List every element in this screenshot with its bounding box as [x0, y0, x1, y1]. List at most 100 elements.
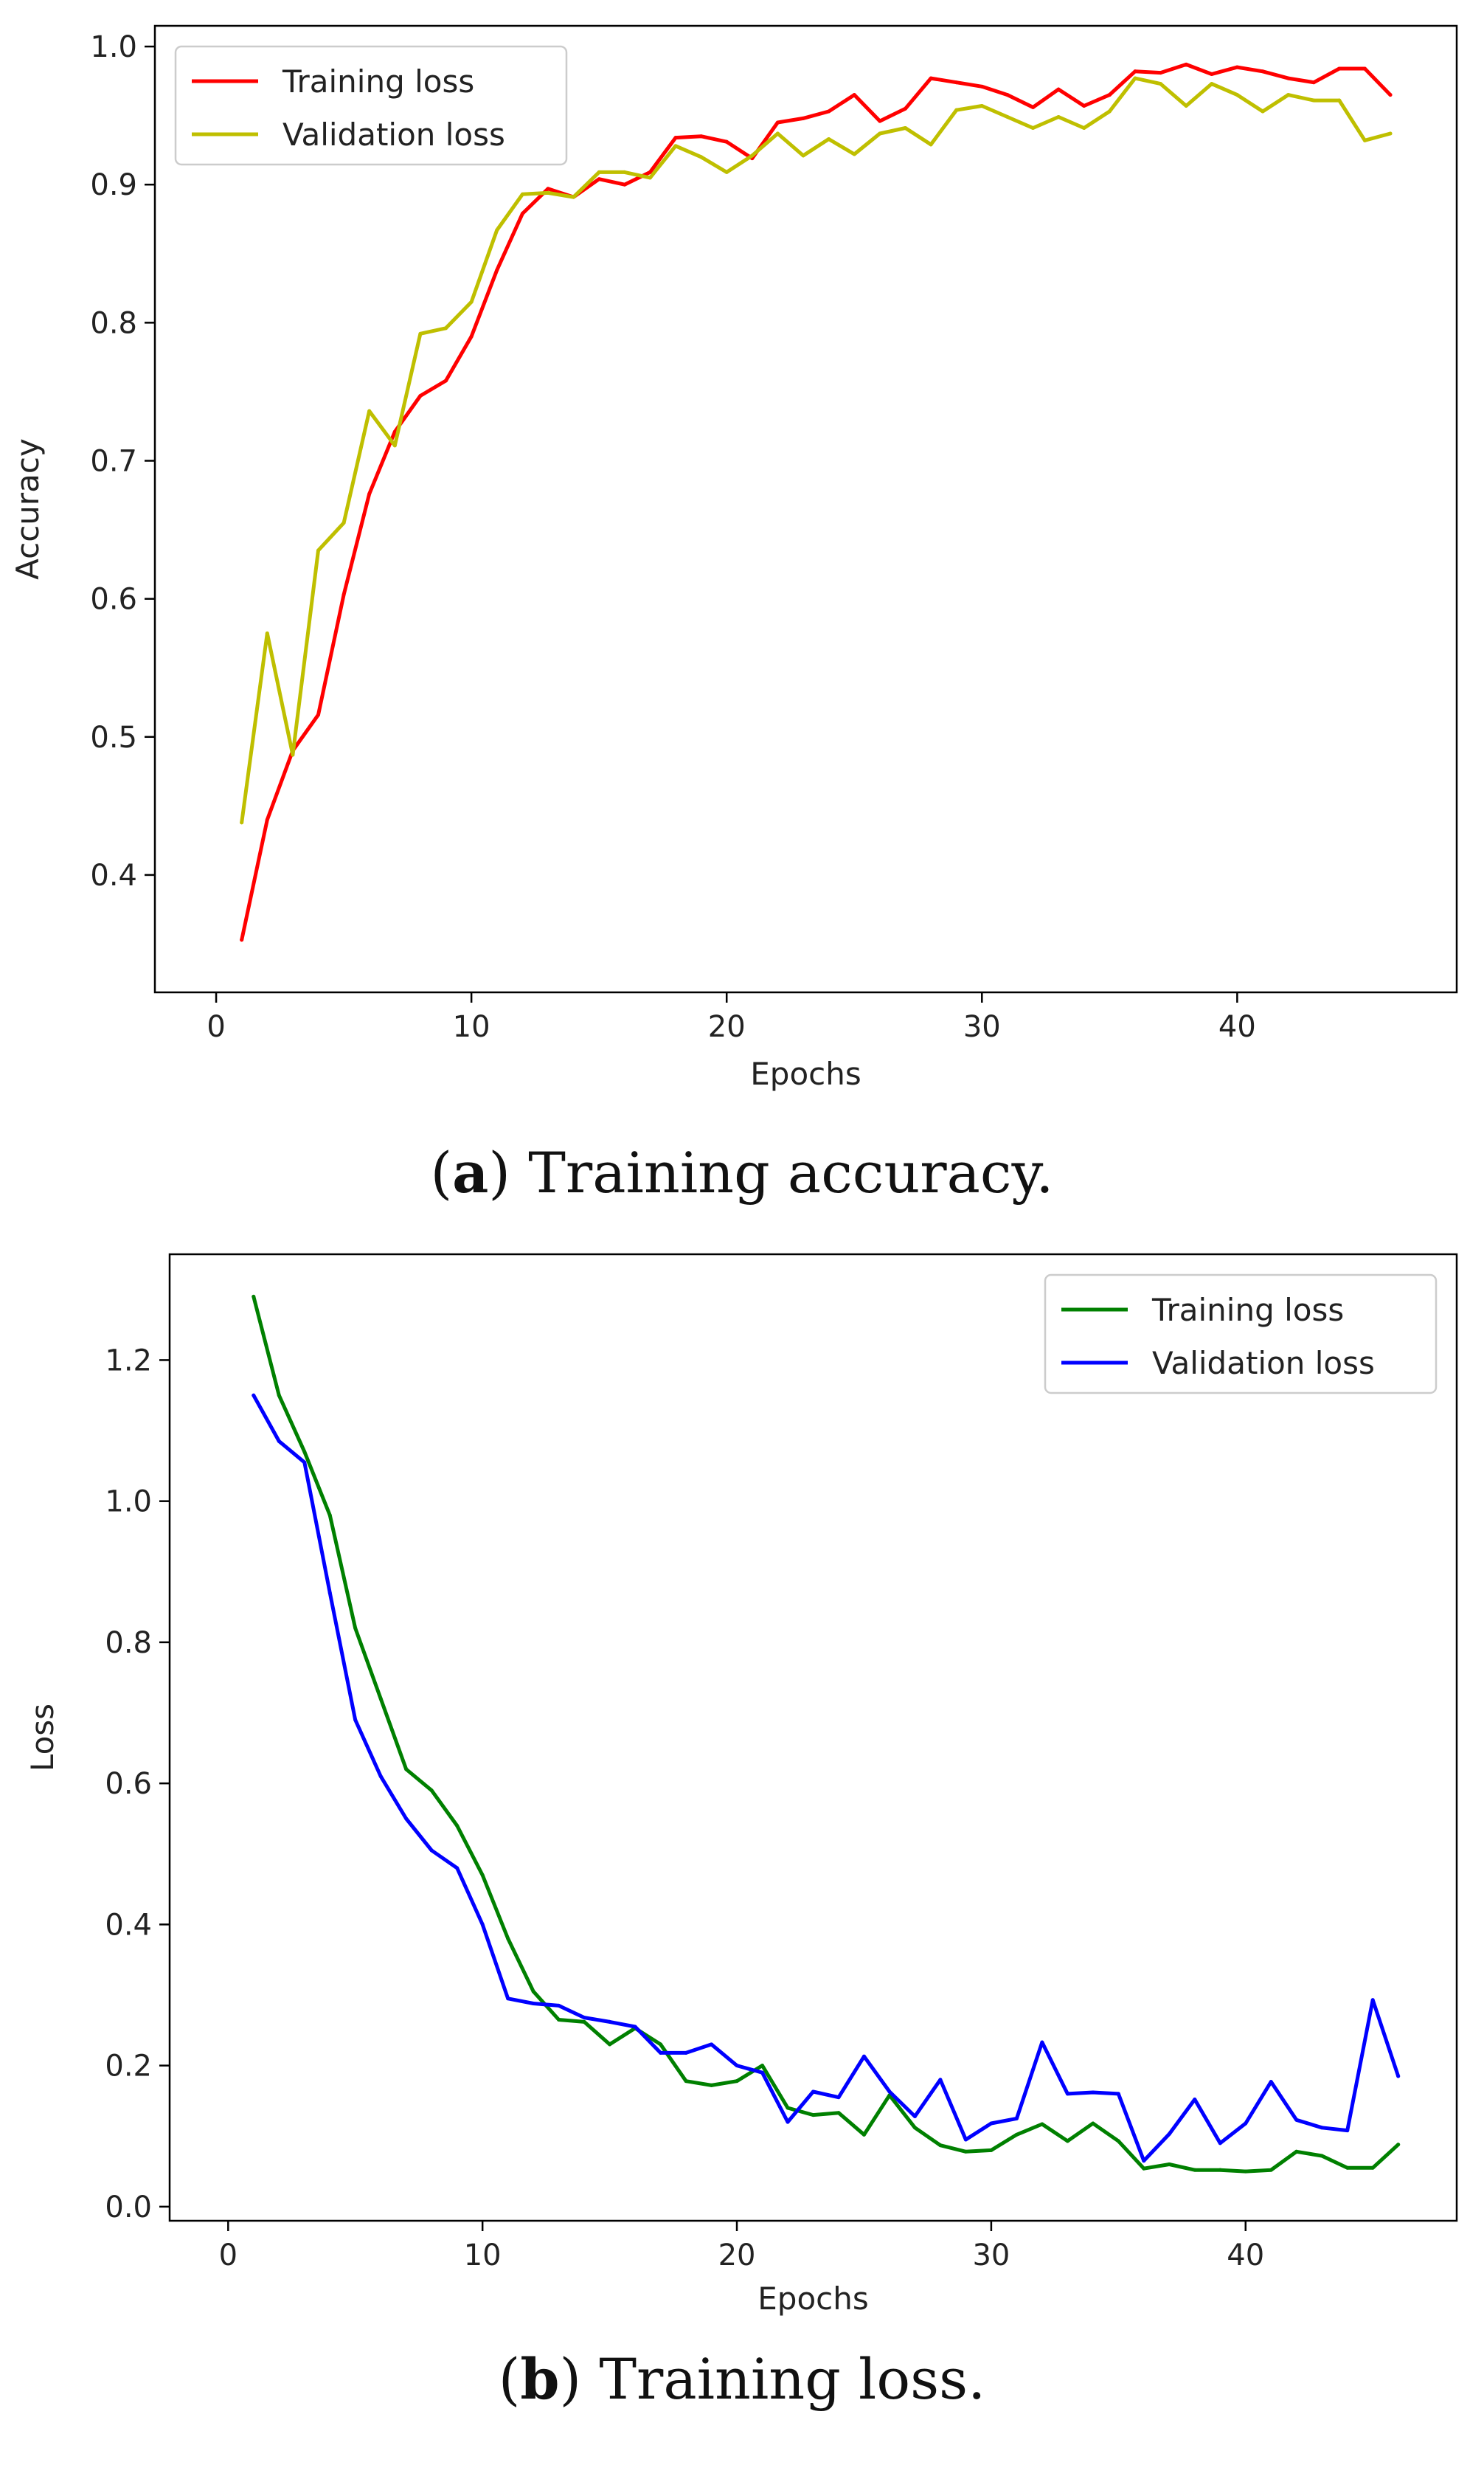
- data-point-b-0-29: [963, 2149, 968, 2154]
- data-point-b-1-29: [963, 2137, 968, 2142]
- y-tick-label-a-5: 0.9: [90, 168, 137, 202]
- data-point-b-0-20: [735, 2079, 739, 2084]
- data-point-a-1-3: [291, 753, 295, 757]
- data-point-b-0-37: [1167, 2162, 1171, 2167]
- y-tick-label-a-4: 0.8: [90, 306, 137, 340]
- data-point-a-0-31: [1005, 93, 1010, 97]
- x-tick-label-b-10: 10: [464, 2238, 502, 2272]
- x-tick-label-a-0: 0: [207, 1010, 225, 1044]
- data-point-a-1-36: [1133, 76, 1137, 80]
- data-point-a-1-27: [903, 125, 907, 130]
- data-point-b-1-38: [1193, 2098, 1197, 2102]
- data-point-b-1-3: [302, 1460, 307, 1465]
- data-point-b-1-37: [1167, 2131, 1171, 2136]
- data-point-a-0-24: [827, 109, 831, 114]
- data-point-a-0-23: [801, 116, 805, 120]
- data-point-b-1-25: [861, 2054, 866, 2058]
- legend-label-b-1: Validation loss: [1152, 1345, 1375, 1381]
- data-point-a-1-43: [1311, 98, 1316, 103]
- y-tick-label-a-1: 0.5: [90, 721, 137, 755]
- plot-frame-a: [153, 24, 1458, 994]
- data-point-a-0-8: [418, 394, 423, 398]
- data-point-a-1-5: [341, 521, 346, 525]
- data-point-b-1-33: [1065, 2092, 1069, 2096]
- data-point-a-1-46: [1388, 131, 1393, 136]
- data-point-a-0-41: [1261, 69, 1265, 74]
- data-point-a-1-34: [1082, 125, 1086, 130]
- caption-a-label: a: [452, 1140, 489, 1206]
- data-point-a-1-16: [623, 170, 627, 174]
- x-tick-label-b-20: 20: [718, 2238, 756, 2272]
- data-point-b-1-39: [1218, 2141, 1222, 2146]
- data-point-b-0-22: [786, 2106, 790, 2110]
- data-point-a-1-8: [418, 331, 423, 336]
- data-point-a-0-32: [1031, 105, 1036, 109]
- data-point-b-1-46: [1396, 2074, 1401, 2078]
- data-point-a-1-25: [852, 152, 856, 156]
- data-point-b-1-35: [1116, 2092, 1120, 2096]
- y-axis-label-a: Accuracy: [10, 438, 46, 580]
- data-point-b-0-46: [1396, 2143, 1401, 2147]
- data-point-b-0-9: [455, 1824, 460, 1828]
- caption-a-text: Training accuracy.: [528, 1140, 1054, 1206]
- data-point-b-1-18: [684, 2050, 688, 2055]
- data-point-a-1-19: [699, 155, 704, 159]
- x-axis-label-b: Epochs: [757, 2281, 869, 2317]
- series-line-b-1: [252, 1393, 1401, 2163]
- data-point-a-0-7: [392, 429, 397, 434]
- data-point-b-1-6: [378, 1774, 383, 1779]
- legend-label-b-0: Training loss: [1151, 1292, 1344, 1328]
- data-point-a-1-10: [469, 300, 474, 304]
- data-point-b-0-5: [353, 1626, 358, 1631]
- data-point-a-1-4: [316, 548, 320, 553]
- data-point-b-0-36: [1142, 2166, 1146, 2171]
- data-point-a-0-10: [469, 334, 474, 339]
- data-point-b-0-19: [710, 2083, 714, 2087]
- data-point-a-0-46: [1388, 93, 1393, 97]
- data-point-a-0-13: [546, 187, 550, 191]
- y-tick-label-a-2: 0.6: [90, 583, 137, 617]
- data-point-a-1-31: [1005, 115, 1010, 120]
- data-point-b-1-41: [1269, 2080, 1273, 2084]
- y-tick-label-b-5: 1.0: [105, 1485, 152, 1519]
- x-tick-label-a-10: 10: [453, 1010, 490, 1044]
- data-point-a-0-28: [929, 76, 933, 80]
- data-point-b-0-14: [582, 2019, 586, 2024]
- data-point-a-0-42: [1286, 76, 1291, 80]
- y-tick-label-a-0: 0.4: [90, 859, 137, 893]
- x-axis-label-a: Epochs: [750, 1056, 861, 1092]
- data-point-a-0-37: [1159, 71, 1163, 75]
- data-point-b-1-16: [633, 2025, 637, 2029]
- legend-label-a-0: Training loss: [282, 63, 474, 100]
- data-point-b-0-13: [557, 2017, 561, 2022]
- data-point-a-1-12: [520, 192, 524, 196]
- data-point-a-0-40: [1235, 65, 1239, 69]
- data-point-a-1-20: [724, 170, 729, 174]
- data-point-a-1-32: [1031, 125, 1036, 130]
- legend-a: [174, 45, 568, 166]
- data-point-b-0-31: [1014, 2132, 1019, 2137]
- data-point-b-1-2: [277, 1439, 281, 1443]
- data-point-b-1-44: [1345, 2129, 1350, 2133]
- data-point-b-0-40: [1244, 2169, 1248, 2174]
- data-point-b-1-4: [327, 1591, 332, 1595]
- data-point-b-1-45: [1370, 1998, 1375, 2002]
- data-point-b-1-36: [1142, 2159, 1146, 2163]
- data-point-a-0-20: [724, 139, 729, 144]
- data-point-b-0-7: [404, 1767, 409, 1771]
- data-point-b-1-20: [735, 2064, 739, 2068]
- data-point-a-1-17: [648, 176, 652, 180]
- data-point-b-0-3: [302, 1450, 307, 1454]
- data-point-b-0-21: [760, 2064, 765, 2068]
- data-point-b-0-1: [252, 1294, 256, 1299]
- data-point-a-0-33: [1056, 87, 1061, 91]
- data-point-b-1-42: [1294, 2117, 1299, 2122]
- x-tick-label-a-20: 20: [708, 1010, 746, 1044]
- data-point-a-0-43: [1311, 80, 1316, 85]
- data-point-b-0-28: [938, 2143, 943, 2148]
- x-tick-label-a-30: 30: [963, 1010, 1001, 1044]
- data-point-b-0-41: [1269, 2168, 1273, 2172]
- data-point-a-0-27: [903, 106, 907, 111]
- data-point-a-1-33: [1056, 115, 1061, 120]
- data-point-b-1-27: [912, 2114, 917, 2118]
